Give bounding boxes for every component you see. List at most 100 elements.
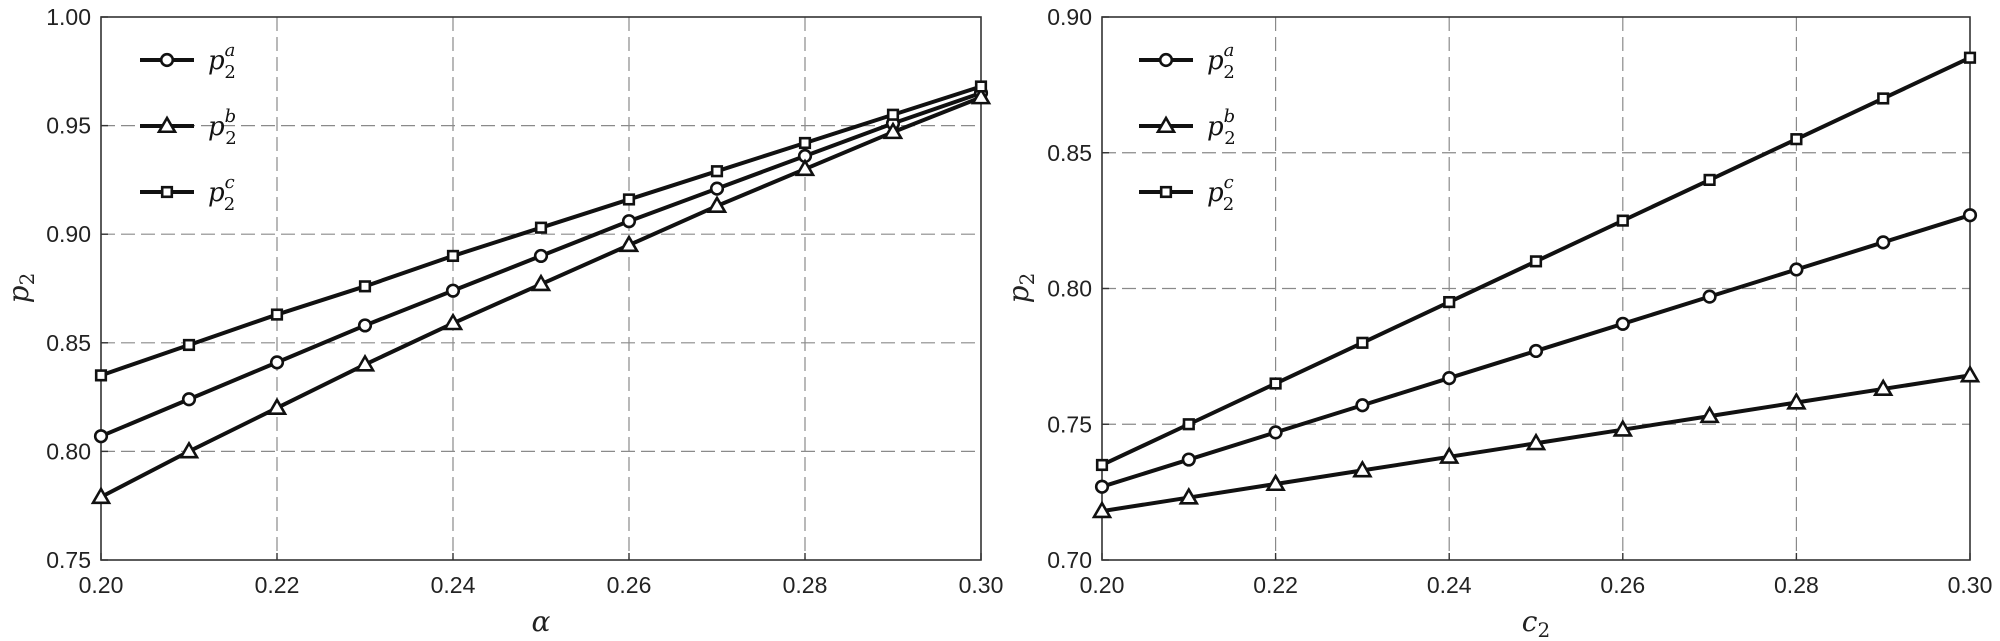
chart-left: 0.20 0.22 0.24 0.26 0.28 0.30 0.75 0.80 0.85 0.90… xyxy=(2,4,1003,638)
data-point xyxy=(181,392,197,407)
data-point xyxy=(618,234,640,253)
data-point xyxy=(93,429,109,444)
data-point xyxy=(534,221,548,234)
data-point xyxy=(621,214,637,229)
data-point xyxy=(1789,262,1804,277)
x-axis-label: α xyxy=(532,605,551,638)
x-tick-label: 0.20 xyxy=(79,572,124,598)
data-point xyxy=(442,312,464,331)
x-tick-label: 0.24 xyxy=(1427,572,1472,598)
data-point xyxy=(1615,316,1630,331)
data-point xyxy=(269,355,285,370)
legend-marker xyxy=(159,52,175,68)
x-axis-label: c2 xyxy=(1522,605,1550,641)
y-tick-label: 0.90 xyxy=(46,221,91,247)
y-axis-label-group: p2 xyxy=(2,273,39,304)
data-point xyxy=(1091,500,1113,519)
data-point xyxy=(1963,51,1977,64)
data-point xyxy=(1703,173,1716,187)
data-point xyxy=(1181,452,1196,467)
x-tick-label: 0.22 xyxy=(1253,572,1298,598)
data-point xyxy=(446,249,460,263)
y-axis-label: p2 xyxy=(2,273,39,304)
series-b xyxy=(90,86,992,505)
data-point xyxy=(1616,214,1629,227)
data-point xyxy=(270,308,284,321)
grid-lines xyxy=(1102,17,1970,560)
data-point xyxy=(1268,425,1283,440)
series-a xyxy=(1094,208,1978,494)
data-point xyxy=(1872,378,1894,397)
legend-entry-b: pb 2 xyxy=(1139,106,1236,149)
y-tick-label: 0.75 xyxy=(1047,411,1092,437)
series-a xyxy=(93,85,989,444)
data-point xyxy=(622,193,636,206)
data-point xyxy=(445,283,461,298)
data-point xyxy=(1528,343,1544,359)
legend-label: pb 2 xyxy=(208,106,237,149)
data-point xyxy=(94,369,108,382)
x-tick-label: 0.24 xyxy=(431,572,476,598)
x-tick-label: 0.30 xyxy=(959,572,1004,598)
data-point xyxy=(1786,391,1807,410)
data-point xyxy=(794,158,816,177)
data-point xyxy=(1525,432,1547,451)
data-point xyxy=(358,280,372,293)
data-point xyxy=(354,353,376,372)
data-point xyxy=(1962,208,1978,223)
x-tick-label: 0.22 xyxy=(255,572,300,598)
legend-marker xyxy=(160,185,174,199)
y-tick-label: 0.85 xyxy=(46,330,91,356)
legend-entry-a: pa 2 xyxy=(1139,40,1235,83)
y-tick-label: 1.00 xyxy=(46,4,91,30)
y-axis-label: p2 xyxy=(1002,273,1039,304)
y-tick-label: 0.80 xyxy=(46,438,91,464)
x-tick-label: 0.28 xyxy=(783,572,828,598)
data-point xyxy=(1443,295,1456,309)
legend-marker xyxy=(1155,115,1177,134)
y-tick-label: 0.95 xyxy=(46,113,91,139)
legend-entry-b: pb 2 xyxy=(140,106,237,149)
legend-label: pc 2 xyxy=(208,172,235,215)
data-point xyxy=(1442,370,1457,386)
x-tick-label: 0.28 xyxy=(1774,572,1819,598)
y-axis-label-group: p2 xyxy=(1002,273,1039,304)
series-c xyxy=(1095,51,1977,472)
data-point xyxy=(1612,419,1634,437)
legend-marker xyxy=(1159,185,1173,199)
data-point xyxy=(1876,235,1891,250)
series-b xyxy=(1091,364,1981,519)
data-point xyxy=(710,165,724,178)
series-line xyxy=(100,95,982,499)
data-point xyxy=(1095,458,1109,472)
x-tick-label: 0.20 xyxy=(1080,572,1125,598)
data-point xyxy=(970,86,992,105)
data-point xyxy=(90,486,112,505)
data-point xyxy=(974,80,988,93)
data-point xyxy=(1959,364,1981,383)
plot-frame xyxy=(100,16,982,561)
data-point xyxy=(1529,255,1543,268)
y-tick-label: 0.75 xyxy=(46,547,91,573)
data-point xyxy=(1352,459,1373,478)
data-point xyxy=(533,248,549,264)
data-point xyxy=(709,181,725,196)
data-point xyxy=(1699,405,1720,424)
legend-entry-c: pc 2 xyxy=(1139,172,1234,215)
data-point xyxy=(1877,92,1890,105)
legend-marker xyxy=(156,115,178,134)
y-tick-label: 0.90 xyxy=(1047,4,1092,30)
data-point xyxy=(1702,289,1717,304)
data-point xyxy=(1790,133,1803,146)
data-point xyxy=(1178,486,1200,505)
chart-right: 0.20 0.22 0.24 0.26 0.28 0.30 0.70 0.75 0.80 0.85… xyxy=(1002,4,1992,641)
x-tick-label: 0.30 xyxy=(1948,572,1993,598)
data-point xyxy=(1094,479,1110,494)
legend-label: pa 2 xyxy=(1207,40,1235,83)
data-point xyxy=(530,273,552,292)
data-point xyxy=(266,397,288,416)
legend-entry-c: pc 2 xyxy=(140,172,235,215)
legend-label: pa 2 xyxy=(208,40,236,83)
legend-label: pb 2 xyxy=(1207,106,1236,149)
